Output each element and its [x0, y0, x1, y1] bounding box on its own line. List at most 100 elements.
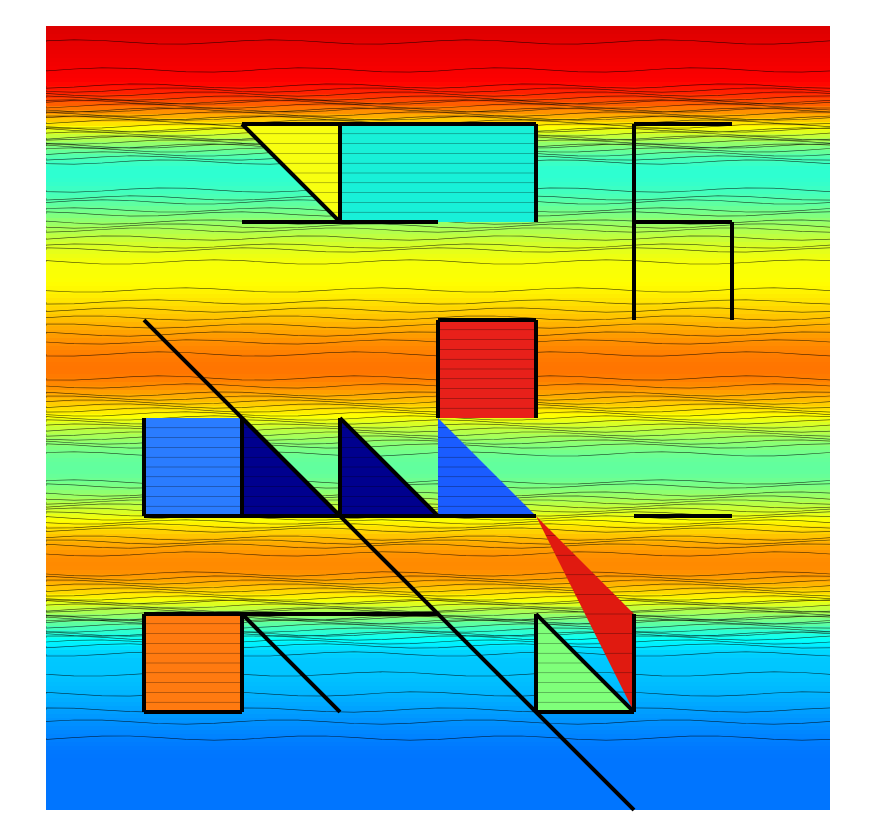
contour-line	[46, 523, 830, 529]
field-band	[46, 766, 830, 771]
field-band	[46, 558, 830, 563]
contour-line	[46, 67, 830, 73]
wall-layer	[142, 122, 734, 812]
contour-line	[46, 235, 830, 241]
field-band	[46, 550, 830, 555]
contour-line	[46, 107, 830, 113]
field-band	[46, 74, 830, 79]
field-band	[46, 534, 830, 539]
contour-line	[46, 403, 830, 409]
field-band	[46, 754, 830, 759]
field-band	[46, 94, 830, 99]
contour-line	[46, 115, 830, 121]
field-band	[46, 806, 830, 810]
field-band	[46, 46, 830, 51]
contour-line	[46, 591, 830, 597]
field-band	[46, 794, 830, 799]
field-band	[46, 722, 830, 727]
contour-line	[46, 99, 830, 105]
contour-line	[46, 287, 830, 293]
wall-segment	[534, 612, 636, 714]
field-band	[46, 314, 830, 319]
contour-line	[46, 551, 830, 557]
contour-line	[46, 243, 830, 249]
field-band	[46, 622, 830, 627]
contour-line	[46, 111, 830, 117]
field-band	[46, 294, 830, 299]
field-band	[46, 66, 830, 71]
field-band	[46, 282, 830, 287]
field-band	[46, 26, 830, 31]
field-band	[46, 590, 830, 595]
field-band	[46, 770, 830, 775]
field-band	[46, 646, 830, 651]
contour-line	[46, 603, 830, 609]
field-band	[46, 222, 830, 227]
wall-segment	[338, 416, 440, 518]
field-band	[46, 546, 830, 551]
field-band	[46, 238, 830, 243]
field-band	[46, 710, 830, 715]
field-band	[46, 662, 830, 667]
field-band	[46, 530, 830, 535]
contour-line	[46, 411, 830, 417]
field-band	[46, 310, 830, 315]
field-band	[46, 786, 830, 791]
field-band	[46, 650, 830, 655]
contour-line	[46, 351, 830, 357]
field-band	[46, 582, 830, 587]
field-band	[46, 698, 830, 703]
field-band	[46, 38, 830, 43]
field-band	[46, 34, 830, 39]
wall-segment	[240, 612, 342, 714]
field-band	[46, 694, 830, 699]
field-band	[46, 278, 830, 283]
field-band	[46, 782, 830, 787]
field-band	[46, 522, 830, 527]
field-band	[46, 706, 830, 711]
field-band	[46, 42, 830, 47]
contour-line	[46, 407, 830, 413]
field-band	[46, 734, 830, 739]
field-band	[46, 702, 830, 707]
field-band	[46, 758, 830, 763]
contour-line	[46, 223, 830, 229]
contour-line	[46, 607, 830, 613]
field-band	[46, 254, 830, 259]
contour-line	[46, 575, 830, 581]
field-band	[46, 682, 830, 687]
field-band	[46, 738, 830, 743]
field-band	[46, 250, 830, 255]
field-band	[46, 670, 830, 675]
contour-line	[46, 83, 830, 89]
field-band	[46, 262, 830, 267]
field-band	[46, 666, 830, 671]
field-band	[46, 658, 830, 663]
field-band	[46, 566, 830, 571]
contour-line	[46, 583, 830, 589]
field-band	[46, 274, 830, 279]
contour-line	[46, 115, 830, 121]
contour-line	[46, 91, 830, 97]
field-band	[46, 518, 830, 523]
field-band	[46, 602, 830, 607]
contour-line	[46, 571, 830, 577]
field-band	[46, 90, 830, 95]
field-band	[46, 246, 830, 251]
contour-line	[46, 395, 830, 401]
field-band	[46, 118, 830, 123]
field-band	[46, 562, 830, 567]
field-band	[46, 674, 830, 679]
field-band	[46, 774, 830, 779]
field-band	[46, 82, 830, 87]
wall-segment	[240, 122, 342, 224]
contour-line	[46, 519, 830, 525]
field-band	[46, 742, 830, 747]
field-band	[46, 226, 830, 231]
wall-segment	[240, 416, 342, 518]
field-band	[46, 762, 830, 767]
contour-line	[46, 399, 830, 405]
field-band	[46, 58, 830, 63]
contour-line	[46, 391, 830, 397]
